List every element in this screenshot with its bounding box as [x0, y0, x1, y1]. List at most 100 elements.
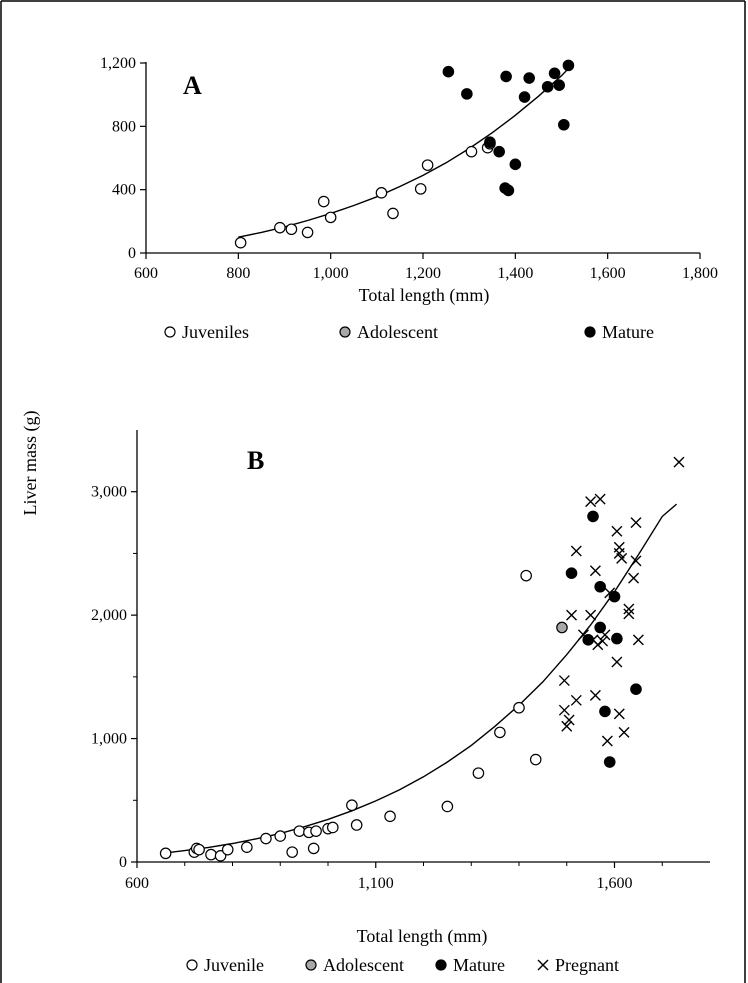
- panel-b-y-tick-label: 2,000: [91, 607, 127, 624]
- panel-b-point-mature: [594, 621, 606, 634]
- panel-b-point-pregnant: [673, 456, 685, 468]
- panel-b-point-mature: [587, 510, 599, 523]
- panel-a-point-mature: [484, 136, 496, 148]
- panel-b-point-pregnant: [628, 572, 640, 584]
- panel-b-point-pregnant-stroke-2: [630, 517, 642, 529]
- panel-a-x-tick-label: 1,400: [497, 265, 533, 282]
- panel-b-point-juvenile: [520, 569, 532, 582]
- panel-a-point-juveniles: [285, 223, 298, 236]
- panel-b-point-pregnant-stroke-2: [613, 708, 625, 720]
- panel-a-chart: A 600 800 1,000 1,200 1,400 1,600 1,800 0 400 800…: [100, 55, 718, 342]
- panel-b-point-pregnant: [589, 689, 601, 701]
- panel-b-point-pregnant: [597, 635, 609, 647]
- panel-a-point-mature: [502, 184, 515, 197]
- panel-b-point-pregnant-stroke-2: [558, 704, 570, 716]
- panel-a-point-juveniles: [324, 211, 337, 224]
- panel-b-point-mature: [630, 683, 642, 695]
- panel-b-point-pregnant-stroke-2: [563, 714, 575, 726]
- panel-b-point-pregnant: [630, 555, 642, 567]
- panel-b-point-mature: [611, 632, 623, 645]
- panel-b-point-pregnant-stroke-2: [611, 656, 623, 668]
- panel-a-point-mature: [562, 59, 575, 72]
- panel-a-point-juveniles: [234, 236, 247, 249]
- panel-b-point-pregnant-stroke-2: [613, 541, 625, 553]
- panel-b-point-pregnant-stroke-2: [673, 456, 685, 468]
- panel-b-point-pregnant: [570, 545, 582, 557]
- panel-b-point-pregnant: [613, 541, 625, 553]
- panel-b-point-pregnant: [604, 587, 616, 599]
- panel-a-point-mature: [518, 91, 531, 103]
- panel-a-point-juveniles: [301, 226, 314, 239]
- panel-b-point-pregnant-stroke-2: [570, 545, 582, 557]
- panel-b-point-pregnant-stroke-2: [589, 565, 601, 577]
- panel-b-legend-label-juvenile: Juvenile: [204, 955, 264, 975]
- panel-b-chart: B 600 1,100 1,600 0 1,000 2,000 3,000 Total le…: [91, 430, 710, 975]
- panel-a-point-mature: [509, 158, 522, 171]
- panel-b-point-pregnant-stroke-2: [599, 629, 611, 641]
- panel-b-point-pregnant-stroke-2: [632, 634, 644, 646]
- panel-b-point-pregnant: [577, 629, 589, 641]
- panel-b-point-pregnant: [599, 629, 611, 641]
- panel-a-x-axis-title: Total length (mm): [359, 285, 490, 306]
- panel-a-points: [234, 59, 575, 249]
- panel-a-point-mature: [461, 88, 473, 100]
- panel-b-point-pregnant-stroke-2: [618, 726, 630, 738]
- panel-b-point-mature: [594, 580, 606, 593]
- panel-b-point-juvenile: [326, 821, 339, 834]
- panel-b-point-pregnant-stroke-2: [594, 493, 606, 505]
- panel-b-point-pregnant-stroke-2: [558, 675, 570, 687]
- panel-b-point-pregnant-stroke-2: [601, 735, 613, 747]
- panel-b-point-juvenile: [260, 832, 272, 845]
- panel-a-point-juveniles: [387, 207, 399, 220]
- panel-b-point-mature: [599, 705, 611, 718]
- panel-b-x-axis-title: Total length (mm): [357, 926, 488, 947]
- panel-b-point-pregnant: [611, 656, 623, 668]
- panel-b-letter: B: [247, 446, 264, 475]
- panel-a-legend-label-juveniles: Juveniles: [182, 322, 249, 342]
- panel-b-axes: 600 1,100 1,600 0 1,000 2,000 3,000: [91, 430, 710, 892]
- panel-b-point-pregnant: [566, 609, 578, 621]
- panel-a-x-tick-label: 600: [134, 265, 158, 282]
- panel-b-legend: Juvenile Adolescent Mature Pregnant: [186, 955, 619, 975]
- panel-a-point-juveniles: [375, 187, 388, 199]
- panel-b-point-pregnant-stroke-2: [577, 629, 589, 641]
- panel-b-legend-marker-juvenile: [186, 959, 198, 971]
- panel-b-point-pregnant: [601, 735, 613, 747]
- panel-a-x-tick-label: 800: [226, 265, 250, 282]
- panel-b-point-juvenile: [193, 843, 205, 856]
- panel-b-point-mature: [603, 756, 616, 768]
- panel-b-point-pregnant: [585, 609, 597, 621]
- panel-a-point-mature: [493, 145, 505, 158]
- panel-a-x-tick-label: 1,600: [590, 265, 626, 282]
- panel-a-y-tick-label: 1,200: [100, 55, 136, 72]
- panel-b-point-pregnant: [632, 634, 644, 646]
- panel-b-legend-label-adolescent: Adolescent: [323, 955, 404, 975]
- panel-a-legend-label-mature: Mature: [602, 322, 654, 342]
- panel-b-x-tick-label: 1,100: [358, 875, 394, 892]
- panel-a-x-tick-label: 1,200: [405, 265, 441, 282]
- panel-b-y-tick-label: 3,000: [91, 484, 127, 501]
- panel-b-point-juvenile: [241, 841, 253, 853]
- panel-a-axes: 600 800 1,000 1,200 1,400 1,600 1,800 0 400 800 1,…: [100, 55, 718, 282]
- panel-a-legend-label-adolescent: Adolescent: [357, 322, 438, 342]
- panel-b-point-juvenile: [293, 825, 306, 837]
- panel-a-legend-marker-mature: [584, 326, 596, 338]
- panel-b-point-pregnant: [561, 720, 573, 732]
- panel-b-point-pregnant: [623, 608, 635, 620]
- panel-b-point-pregnant-stroke-2: [623, 608, 635, 620]
- panel-b-point-juvenile: [441, 800, 454, 813]
- panel-b-point-juvenile: [472, 767, 485, 779]
- panel-b-point-pregnant-stroke-2: [604, 587, 616, 599]
- panel-a-point-juveniles: [421, 159, 434, 171]
- panel-b-point-juvenile: [307, 842, 320, 855]
- panel-b-point-juvenile: [513, 701, 525, 714]
- panel-b-point-pregnant: [618, 726, 630, 738]
- panel-a-fit-curve-group: [238, 63, 574, 238]
- shared-y-axis-title: Liver mass (g): [20, 411, 41, 516]
- panel-b-point-juvenile: [274, 830, 287, 842]
- panel-b-point-pregnant: [611, 525, 623, 537]
- panel-a-point-juveniles: [414, 183, 427, 195]
- panel-a-y-tick-label: 400: [112, 182, 136, 199]
- panel-b-point-pregnant: [589, 565, 601, 577]
